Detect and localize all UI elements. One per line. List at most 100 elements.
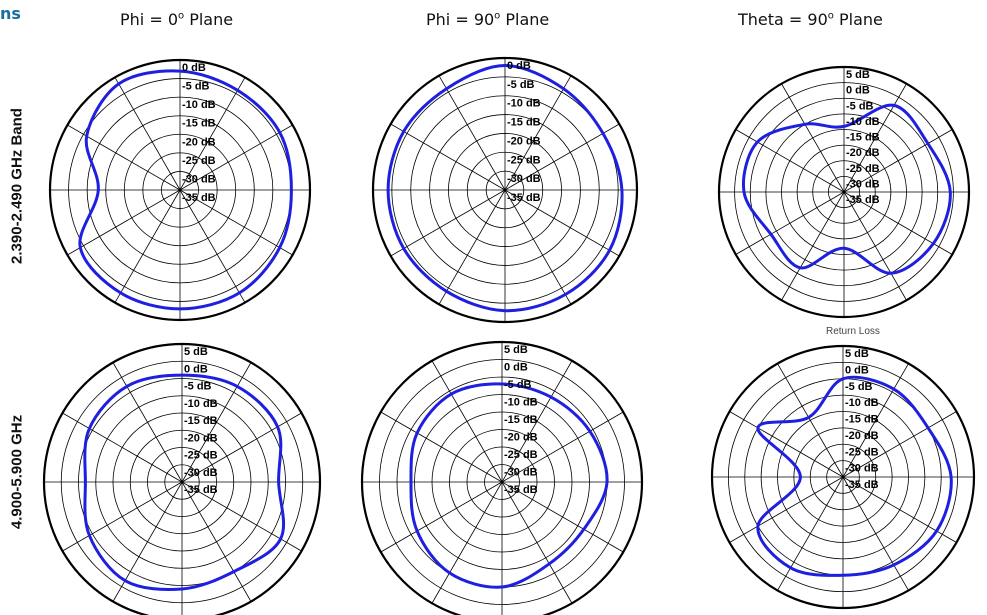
grid-spoke <box>843 191 907 301</box>
tick-label: -30 dB <box>507 173 541 185</box>
footnote-return-loss: Return Loss <box>826 326 880 337</box>
tick-label: -25 dB <box>504 449 538 461</box>
tick-label: -10 dB <box>504 397 538 409</box>
tick-label: -30 dB <box>182 173 216 185</box>
grid-spoke <box>501 481 573 604</box>
grid-spoke <box>504 189 620 257</box>
grid-spoke <box>504 75 572 191</box>
grid-spoke <box>179 189 246 303</box>
corner-label: ns <box>0 4 21 23</box>
pattern-trace <box>83 373 286 592</box>
column-title-theta-90: Theta = 90o Plane <box>738 10 883 29</box>
grid-spoke <box>179 189 293 256</box>
tick-label: 0 dB <box>846 85 870 97</box>
tick-label: -20 dB <box>507 135 541 147</box>
grid-spoke <box>179 124 293 191</box>
column-title-phi-90: Phi = 90o Plane <box>426 10 550 29</box>
tick-label: -25 dB <box>182 155 216 167</box>
tick-label: 0 dB <box>182 62 206 74</box>
tick-label: -15 dB <box>507 117 541 129</box>
grid-spoke <box>504 189 572 305</box>
grid-spoke <box>181 481 252 602</box>
polar-plot-r1-c1: 5 dB 0 dB -5 dB -10 dB -15 dB -20 dB -25 dB -30… <box>360 340 644 615</box>
tick-label: -25 dB <box>845 446 879 458</box>
tick-label: -15 dB <box>846 132 880 144</box>
grid-spoke <box>842 411 957 478</box>
pattern-trace <box>756 375 953 577</box>
grid-spoke <box>431 481 503 604</box>
pattern-trace <box>741 103 952 275</box>
tick-label: 0 dB <box>504 362 528 374</box>
tick-label: -25 dB <box>846 163 880 175</box>
grid-spoke <box>438 189 506 305</box>
grid-spoke <box>501 481 624 553</box>
tick-label: -35 dB <box>182 192 216 204</box>
tick-label: -20 dB <box>184 432 218 444</box>
tick-label: -5 dB <box>507 79 535 91</box>
grid-spoke <box>390 189 506 257</box>
tick-label: -35 dB <box>846 194 880 206</box>
grid-spoke <box>181 362 252 483</box>
grid-spoke <box>781 83 845 193</box>
tick-label: -15 dB <box>504 414 538 426</box>
tick-label: -25 dB <box>184 450 218 462</box>
grid-spoke <box>501 411 624 483</box>
tick-label: -35 dB <box>504 484 538 496</box>
grid-spoke <box>842 476 909 591</box>
tick-label: 5 dB <box>845 348 869 360</box>
grid-spoke <box>843 129 953 193</box>
grid-spoke <box>380 411 503 483</box>
tick-label: -5 dB <box>846 100 874 112</box>
grid-spoke <box>62 412 183 483</box>
grid-spoke <box>112 481 183 602</box>
polar-plot-r0-c1: 0 dB -5 dB -10 dB -15 dB -20 dB -25 dB -30 dB -… <box>371 56 639 324</box>
grid-spoke <box>438 75 506 191</box>
tick-label: -10 dB <box>845 397 879 409</box>
polar-plot-r0-c0: 0 dB -5 dB -10 dB -15 dB -20 dB -25 dB -30 dB -… <box>48 58 312 322</box>
tick-label: -25 dB <box>507 154 541 166</box>
grid-spoke <box>501 360 573 483</box>
tick-label: -15 dB <box>182 118 216 130</box>
pattern-trace <box>78 69 293 311</box>
tick-label: -15 dB <box>845 414 879 426</box>
grid-spoke <box>390 123 506 191</box>
polar-plot-r1-c0: 5 dB 0 dB -5 dB -10 dB -15 dB -20 dB -25 dB -30… <box>42 342 322 615</box>
tick-label: -5 dB <box>504 379 532 391</box>
tick-label: -30 dB <box>504 467 538 479</box>
grid-spoke <box>843 83 907 193</box>
grid-spoke <box>504 123 620 191</box>
tick-label: -30 dB <box>846 178 880 190</box>
tick-label: -20 dB <box>846 147 880 159</box>
tick-label: 0 dB <box>507 60 531 72</box>
tick-label: -30 dB <box>184 467 218 479</box>
tick-label: -5 dB <box>182 81 210 93</box>
pattern-trace <box>386 64 624 313</box>
grid-spoke <box>777 363 844 478</box>
tick-label: -15 dB <box>184 415 218 427</box>
tick-label: -10 dB <box>184 398 218 410</box>
tick-label: 0 dB <box>184 363 208 375</box>
tick-label: -10 dB <box>507 98 541 110</box>
grid-spoke <box>112 362 183 483</box>
grid-spoke <box>842 363 909 478</box>
tick-label: -35 dB <box>184 484 218 496</box>
tick-label: 0 dB <box>845 364 869 376</box>
tick-label: -10 dB <box>182 99 216 111</box>
column-title-phi-0: Phi = 0o Plane <box>120 10 234 29</box>
tick-label: -20 dB <box>182 136 216 148</box>
tick-label: -20 dB <box>504 432 538 444</box>
grid-spoke <box>735 191 845 255</box>
polar-plot-r0-c2: 5 dB 0 dB -5 dB -10 dB -15 dB -20 dB -25 dB -30… <box>717 65 971 319</box>
tick-label: -35 dB <box>845 479 879 491</box>
grid-spoke <box>114 77 181 191</box>
tick-label: 5 dB <box>184 346 208 358</box>
tick-label: 5 dB <box>846 69 870 81</box>
grid-spoke <box>67 189 181 256</box>
grid-spoke <box>67 124 181 191</box>
grid-spoke <box>179 77 246 191</box>
grid-spoke <box>781 191 845 301</box>
grid-spoke <box>431 360 503 483</box>
grid-spoke <box>735 129 845 193</box>
tick-label: -5 dB <box>845 381 873 393</box>
